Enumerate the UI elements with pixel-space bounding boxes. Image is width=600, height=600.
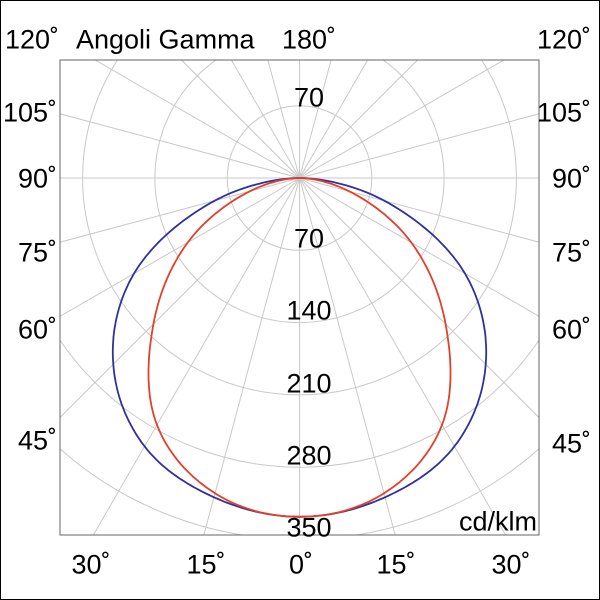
angle-label-120-top-left: 120˚ bbox=[4, 24, 59, 55]
grid-ring-circle bbox=[82, 60, 517, 396]
angle-label-45-right: 45˚ bbox=[551, 428, 591, 459]
grid-radial-line bbox=[60, 113, 300, 179]
angle-label-15-bottom-left: 15˚ bbox=[186, 549, 226, 580]
grid-radial-line bbox=[299, 60, 505, 179]
grid-radial-line bbox=[180, 60, 300, 179]
angle-label-90-right: 90˚ bbox=[551, 163, 591, 194]
grid-radial-line bbox=[299, 177, 396, 535]
ring-label-140: 140 bbox=[286, 295, 332, 326]
grid-radial-line bbox=[267, 60, 300, 179]
grid-radial-line bbox=[299, 60, 369, 179]
grid-ring-circle bbox=[60, 339, 539, 468]
ring-label-70-up: 70 bbox=[293, 82, 325, 113]
angle-label-30-bottom-right: 30˚ bbox=[491, 549, 531, 580]
ring-label-210: 210 bbox=[286, 368, 332, 399]
angle-label-60-right: 60˚ bbox=[551, 314, 591, 345]
grid-radial-line bbox=[203, 177, 300, 535]
unit-label: cd/klm bbox=[458, 506, 537, 537]
angle-label-105-left: 105˚ bbox=[2, 97, 57, 128]
grid-radial-line bbox=[299, 177, 539, 317]
grid-radial-line bbox=[60, 177, 300, 419]
angle-label-180-top: 180˚ bbox=[281, 24, 337, 55]
angle-label-90-left: 90˚ bbox=[17, 163, 57, 194]
grid-radial-line bbox=[299, 177, 539, 419]
angle-label-105-right: 105˚ bbox=[536, 97, 591, 128]
intensity-curve-c90-c270 bbox=[147, 177, 452, 518]
grid-radial-line bbox=[60, 177, 300, 243]
ring-label-280: 280 bbox=[286, 440, 332, 471]
page-title: Angoli Gamma bbox=[76, 24, 255, 55]
ring-label-70: 70 bbox=[293, 223, 325, 254]
angle-label-60-left: 60˚ bbox=[17, 314, 57, 345]
angle-label-45-left: 45˚ bbox=[17, 425, 57, 456]
angle-label-15-bottom-right: 15˚ bbox=[376, 549, 416, 580]
grid-radial-line bbox=[299, 177, 539, 243]
grid-radial-line bbox=[94, 60, 300, 179]
angle-label-30-bottom-left: 30˚ bbox=[71, 549, 111, 580]
grid-radial-line bbox=[60, 177, 300, 317]
grid-radial-line bbox=[230, 60, 300, 179]
angle-label-75-left: 75˚ bbox=[17, 237, 57, 268]
grid-radial-line bbox=[299, 60, 419, 179]
grid-radial-line bbox=[299, 60, 332, 179]
grid-ring-circle bbox=[154, 60, 445, 324]
ring-label-350: 350 bbox=[286, 512, 332, 543]
angle-label-120-top-right: 120˚ bbox=[536, 24, 591, 55]
chart-frame bbox=[59, 59, 540, 536]
angle-label-75-right: 75˚ bbox=[551, 237, 591, 268]
grid-ring-circle bbox=[226, 105, 373, 251]
grid-radial-line bbox=[299, 113, 539, 179]
angle-label-0-bottom: 0˚ bbox=[288, 549, 314, 580]
